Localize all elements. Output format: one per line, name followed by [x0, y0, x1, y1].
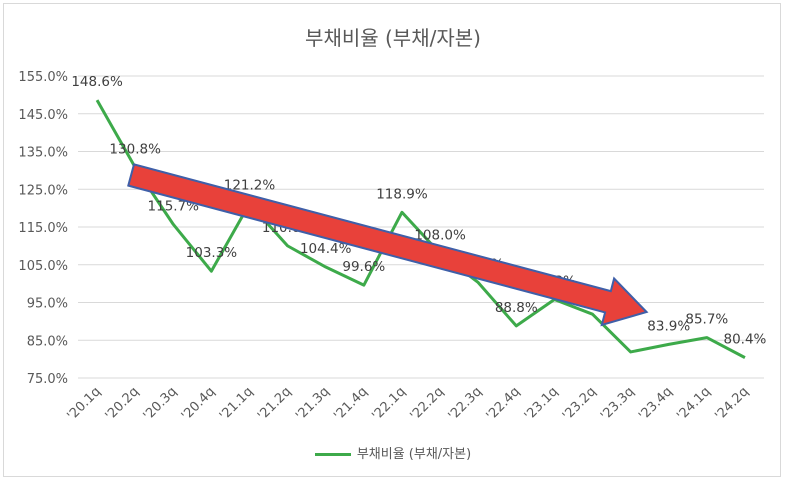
x-tick-label: '20.3q	[141, 384, 180, 423]
x-tick-label: '22.3q	[446, 384, 485, 423]
x-tick-label: '23.2q	[560, 384, 599, 423]
data-label: 85.7%	[685, 312, 728, 328]
x-tick-label: '24.1q	[674, 384, 713, 423]
data-label: 80.4%	[723, 332, 766, 348]
y-tick-label: 85.0%	[27, 334, 68, 349]
x-tick-label: '23.3q	[598, 384, 637, 423]
y-tick-label: 135.0%	[18, 146, 68, 161]
data-label: 148.6%	[71, 74, 123, 90]
x-tick-label: '20.2q	[103, 384, 142, 423]
x-tick-label: '21.2q	[255, 384, 294, 423]
data-labels: 148.6%130.8%115.7%103.3%121.2%110.0%104.…	[71, 74, 766, 347]
series-line	[95, 99, 746, 359]
x-tick-label: '22.1q	[369, 384, 408, 423]
data-label: 121.2%	[224, 178, 276, 194]
data-label: 118.9%	[376, 186, 428, 202]
chart-title: 부채비율 (부채/자본)	[305, 26, 481, 50]
x-tick-label: '23.4q	[636, 384, 675, 423]
x-tick-label: '22.2q	[407, 384, 446, 423]
data-label: 103.3%	[186, 245, 238, 261]
data-label: 99.6%	[342, 259, 385, 275]
x-tick-label: '24.2q	[712, 384, 751, 423]
y-tick-label: 95.0%	[27, 297, 68, 312]
data-label: 88.8%	[495, 300, 538, 316]
x-tick-label: '20.4q	[179, 384, 218, 423]
x-tick-label: '21.1q	[217, 384, 256, 423]
y-axis: 155.0% 145.0% 135.0% 125.0% 115.0% 105.0% 95.0…	[18, 70, 68, 387]
data-label: 104.4%	[300, 241, 352, 257]
y-tick-label: 105.0%	[18, 259, 68, 274]
data-label: 108.0%	[414, 227, 466, 243]
y-tick-label: 125.0%	[18, 183, 68, 198]
data-label: 130.8%	[109, 141, 161, 157]
y-tick-label: 115.0%	[18, 221, 68, 236]
x-tick-label: '22.4q	[484, 384, 523, 423]
x-tick-label: '21.4q	[331, 384, 370, 423]
legend-label: 부채비율 (부채/자본)	[356, 447, 472, 462]
data-label: 83.9%	[647, 318, 690, 334]
x-tick-label: '20.1q	[64, 384, 103, 423]
x-axis: '20.1q'20.2q'20.3q'20.4q'21.1q'21.2q'21.…	[64, 384, 751, 423]
y-tick-label: 75.0%	[27, 372, 68, 387]
gridlines	[78, 75, 764, 379]
y-tick-label: 145.0%	[18, 108, 68, 123]
x-tick-label: '21.3q	[293, 384, 332, 423]
data-label: 115.7%	[148, 198, 200, 214]
legend: 부채비율 (부채/자본)	[0, 443, 786, 462]
x-tick-label: '23.1q	[522, 384, 561, 423]
y-tick-label: 155.0%	[18, 70, 68, 85]
trend-arrow	[127, 163, 649, 327]
legend-swatch	[314, 453, 351, 456]
